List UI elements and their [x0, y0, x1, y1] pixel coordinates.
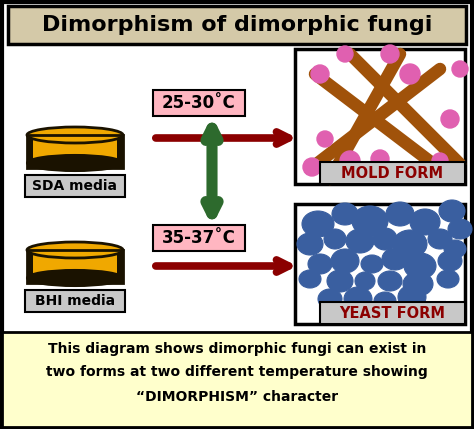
- Ellipse shape: [355, 272, 375, 290]
- Ellipse shape: [324, 229, 346, 249]
- Ellipse shape: [398, 285, 426, 309]
- Ellipse shape: [378, 271, 402, 291]
- Ellipse shape: [27, 127, 123, 143]
- Ellipse shape: [438, 251, 462, 271]
- Ellipse shape: [444, 240, 466, 258]
- Bar: [295, 204, 465, 324]
- Ellipse shape: [318, 289, 342, 309]
- Ellipse shape: [332, 203, 358, 225]
- Text: YEAST FORM: YEAST FORM: [339, 305, 445, 320]
- Text: BHI media: BHI media: [35, 294, 115, 308]
- Ellipse shape: [27, 155, 123, 171]
- Ellipse shape: [346, 229, 374, 253]
- Text: “DIMORPHISM” character: “DIMORPHISM” character: [136, 390, 338, 404]
- Text: two forms at two different temperature showing: two forms at two different temperature s…: [46, 365, 428, 379]
- Ellipse shape: [308, 254, 332, 274]
- Ellipse shape: [27, 270, 123, 286]
- Ellipse shape: [331, 249, 359, 273]
- Circle shape: [311, 65, 329, 83]
- Circle shape: [400, 64, 420, 84]
- Ellipse shape: [393, 230, 427, 258]
- Circle shape: [452, 61, 468, 77]
- Bar: [153, 90, 245, 116]
- Ellipse shape: [352, 206, 388, 236]
- Ellipse shape: [299, 270, 321, 288]
- Ellipse shape: [404, 253, 436, 279]
- Ellipse shape: [437, 270, 459, 288]
- Circle shape: [317, 131, 333, 147]
- Ellipse shape: [428, 229, 452, 249]
- Text: 35-37˚C: 35-37˚C: [162, 229, 236, 247]
- FancyBboxPatch shape: [27, 250, 123, 283]
- FancyBboxPatch shape: [117, 250, 123, 283]
- Ellipse shape: [344, 287, 372, 311]
- Ellipse shape: [361, 255, 383, 273]
- Ellipse shape: [297, 233, 323, 255]
- FancyBboxPatch shape: [27, 135, 123, 168]
- Bar: [2, 332, 472, 427]
- Ellipse shape: [27, 242, 123, 258]
- Ellipse shape: [386, 202, 414, 226]
- Circle shape: [303, 158, 321, 176]
- Bar: [295, 49, 465, 184]
- Ellipse shape: [410, 209, 440, 235]
- FancyBboxPatch shape: [27, 250, 33, 283]
- Bar: [8, 6, 466, 44]
- Ellipse shape: [302, 211, 334, 237]
- Ellipse shape: [374, 292, 396, 310]
- FancyBboxPatch shape: [27, 135, 33, 168]
- Circle shape: [432, 153, 448, 169]
- Text: SDA media: SDA media: [33, 179, 118, 193]
- Ellipse shape: [448, 219, 472, 239]
- Circle shape: [337, 46, 353, 62]
- Ellipse shape: [382, 248, 408, 270]
- Circle shape: [441, 110, 459, 128]
- Bar: [320, 302, 465, 324]
- Bar: [25, 290, 125, 312]
- Ellipse shape: [373, 228, 397, 250]
- Text: Dimorphism of dimorphic fungi: Dimorphism of dimorphic fungi: [42, 15, 432, 35]
- Ellipse shape: [439, 200, 465, 222]
- Ellipse shape: [327, 270, 353, 292]
- Bar: [25, 175, 125, 197]
- Text: This diagram shows dimorphic fungi can exist in: This diagram shows dimorphic fungi can e…: [48, 342, 426, 356]
- Bar: [153, 225, 245, 251]
- FancyBboxPatch shape: [117, 135, 123, 168]
- Bar: [320, 162, 465, 184]
- Text: 25-30˚C: 25-30˚C: [162, 94, 236, 112]
- Circle shape: [340, 151, 360, 171]
- Text: MOLD FORM: MOLD FORM: [341, 166, 443, 181]
- Ellipse shape: [403, 272, 433, 296]
- Circle shape: [371, 150, 389, 168]
- Circle shape: [381, 45, 399, 63]
